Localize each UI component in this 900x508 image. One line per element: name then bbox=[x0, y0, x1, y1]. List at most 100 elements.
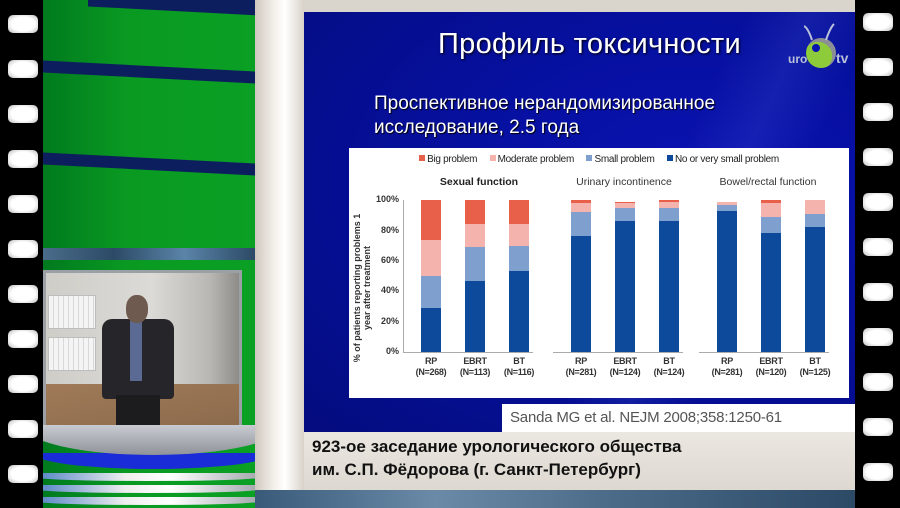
x-category-label: EBRT (N=124) bbox=[609, 356, 641, 377]
logo-text-tv: tv bbox=[836, 50, 849, 66]
sprocket-hole bbox=[863, 193, 893, 211]
studio-stripe bbox=[43, 60, 255, 84]
sprocket-hole bbox=[8, 195, 38, 213]
sprocket-hole bbox=[8, 105, 38, 123]
y-axis bbox=[403, 200, 404, 352]
podium-top bbox=[43, 425, 283, 455]
sprocket-hole bbox=[863, 58, 893, 76]
bar-ebrt bbox=[465, 200, 485, 352]
x-category-label: RP (N=281) bbox=[565, 356, 597, 377]
bar-segment bbox=[717, 201, 737, 205]
legend-label: No or very small problem bbox=[674, 154, 779, 165]
bar-segment bbox=[659, 221, 679, 352]
frame-top-edge bbox=[304, 0, 855, 12]
bar-segment bbox=[615, 207, 635, 222]
sprocket-hole bbox=[8, 240, 38, 258]
bar-segment bbox=[615, 203, 635, 208]
bar-bt bbox=[509, 200, 529, 352]
sprocket-hole bbox=[863, 373, 893, 391]
film-strip-left bbox=[0, 0, 43, 508]
panel-title-bowel: Bowel/rectal function bbox=[719, 176, 817, 188]
studio-stripe bbox=[43, 152, 255, 176]
frame-divider bbox=[255, 0, 305, 508]
x-axis-urinary bbox=[553, 352, 683, 353]
sprocket-hole bbox=[8, 375, 38, 393]
sprocket-hole bbox=[8, 285, 38, 303]
bar-segment bbox=[717, 204, 737, 211]
sprocket-hole bbox=[8, 150, 38, 168]
logo-antenna-icon bbox=[804, 23, 835, 41]
speaker-figure bbox=[98, 295, 176, 432]
x-category-label: BT (N=124) bbox=[653, 356, 685, 377]
bar-bt bbox=[805, 200, 825, 352]
bar-ebrt bbox=[761, 200, 781, 352]
bar-segment bbox=[571, 236, 591, 352]
studio-podium bbox=[43, 425, 283, 508]
chart-legend: Big problem Moderate problem Small probl… bbox=[349, 154, 849, 165]
bar-rp bbox=[717, 201, 737, 352]
sprocket-hole bbox=[8, 15, 38, 33]
bar-segment bbox=[659, 200, 679, 202]
y-tick: 80% bbox=[380, 225, 399, 235]
x-category-label: RP (N=281) bbox=[711, 356, 743, 377]
caption-line-2: им. С.П. Фёдорова (г. Санкт-Петербург) bbox=[312, 460, 641, 479]
bar-segment bbox=[509, 271, 529, 352]
stacked-bar-chart: Big problem Moderate problem Small probl… bbox=[349, 148, 849, 398]
bar-segment bbox=[805, 213, 825, 228]
logo-dot bbox=[812, 44, 820, 52]
event-caption: 923-ое заседание урологического общества… bbox=[304, 432, 855, 490]
bar-segment bbox=[805, 227, 825, 352]
bar-segment bbox=[509, 245, 529, 272]
bar-segment bbox=[805, 200, 825, 214]
legend-label: Small problem bbox=[594, 154, 655, 165]
x-category-label: RP (N=268) bbox=[415, 356, 447, 377]
y-tick: 0% bbox=[385, 346, 399, 356]
legend-item-none: No or very small problem bbox=[666, 154, 779, 165]
podium-ring bbox=[43, 485, 263, 493]
sprocket-hole bbox=[863, 13, 893, 31]
bar-segment bbox=[571, 203, 591, 213]
legend-swatch bbox=[489, 155, 496, 161]
subtitle-line-2: исследование, 2.5 года bbox=[374, 117, 580, 138]
bar-segment bbox=[465, 200, 485, 225]
bar-rp bbox=[421, 200, 441, 352]
y-tick: 100% bbox=[375, 194, 399, 204]
sprocket-hole bbox=[8, 420, 38, 438]
x-category-label: EBRT (N=120) bbox=[755, 356, 787, 377]
bar-segment bbox=[465, 280, 485, 352]
film-strip-right bbox=[855, 0, 900, 508]
bar-segment bbox=[659, 201, 679, 208]
x-category-label: BT (N=125) bbox=[799, 356, 831, 377]
sprocket-hole bbox=[863, 418, 893, 436]
bar-segment bbox=[761, 200, 781, 204]
citation: Sanda MG et al. NEJM 2008;358:1250-61 bbox=[502, 404, 855, 432]
sprocket-hole bbox=[8, 465, 38, 483]
panel-title-urinary: Urinary incontinence bbox=[576, 176, 672, 188]
x-category-label: EBRT (N=113) bbox=[459, 356, 491, 377]
logo-text-uro: uro bbox=[788, 52, 808, 66]
speaker-video bbox=[43, 270, 242, 435]
radiator bbox=[48, 295, 96, 329]
legend-swatch bbox=[419, 155, 426, 161]
sprocket-hole bbox=[863, 238, 893, 256]
studio-light-band bbox=[43, 248, 255, 260]
legend-label: Moderate problem bbox=[497, 154, 575, 165]
x-axis-sexual bbox=[403, 352, 533, 353]
bar-segment bbox=[421, 239, 441, 277]
sprocket-hole bbox=[863, 103, 893, 121]
bar-segment bbox=[465, 247, 485, 281]
y-tick: 40% bbox=[380, 285, 399, 295]
presentation-slide: Профиль токсичности uro tv Проспективное… bbox=[304, 12, 855, 432]
subtitle-line-1: Проспективное нерандомизированное bbox=[374, 93, 716, 114]
sprocket-hole bbox=[863, 283, 893, 301]
bottom-studio-band bbox=[255, 490, 855, 508]
urotv-logo: uro tv bbox=[788, 22, 848, 82]
bar-bt bbox=[659, 200, 679, 352]
bar-segment bbox=[509, 224, 529, 246]
x-category-label: BT (N=116) bbox=[503, 356, 535, 377]
sprocket-hole bbox=[8, 60, 38, 78]
bar-segment bbox=[421, 200, 441, 240]
legend-label: Big problem bbox=[427, 154, 478, 165]
panel-title-sexual: Sexual function bbox=[439, 176, 519, 188]
bar-rp bbox=[571, 200, 591, 352]
